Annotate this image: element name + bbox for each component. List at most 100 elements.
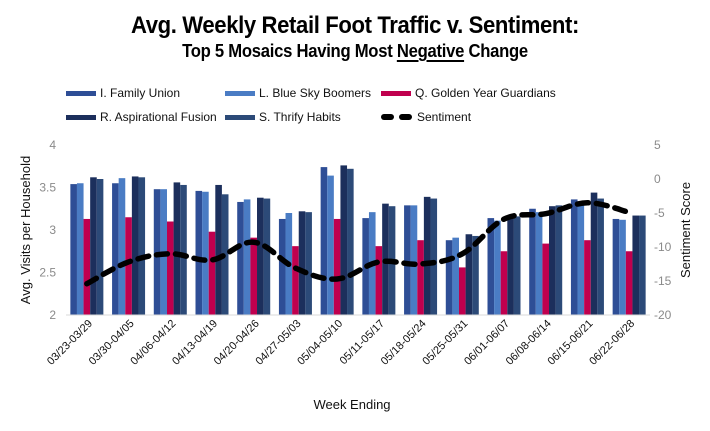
bar-s	[430, 198, 438, 315]
bar-s	[138, 177, 146, 315]
y2-tick-label: 0	[654, 172, 661, 186]
bar-q	[166, 221, 174, 315]
y2-tick-label: -20	[654, 308, 672, 322]
subtitle-emphasis: Negative	[396, 40, 465, 61]
legend-item-sentiment: Sentiment	[381, 110, 471, 124]
chart-title: Avg. Weekly Retail Foot Traffic v. Senti…	[130, 12, 580, 39]
bar-r	[90, 177, 97, 315]
y2-axis-title: Sentiment Score	[678, 182, 693, 278]
bar-l	[76, 183, 84, 315]
bar-r	[590, 192, 598, 315]
bar-l	[202, 191, 209, 315]
bar-i	[278, 218, 286, 315]
bar-l	[577, 203, 585, 315]
y-tick-label: 2	[49, 308, 56, 322]
bar-r	[257, 197, 264, 315]
y-tick-label: 3	[49, 223, 56, 237]
legend-dash-line	[381, 114, 413, 120]
legend-item-blue-sky-boomers: L. Blue Sky Boomers	[225, 86, 371, 100]
bar-q	[208, 231, 216, 315]
legend-item-aspirational-fusion: R. Aspirational Fusion	[66, 110, 217, 124]
legend-item-family-union: I. Family Union	[66, 86, 180, 100]
legend-label: S. Thrify Habits	[259, 110, 341, 124]
bar-s	[513, 216, 521, 315]
sentiment-line	[84, 200, 632, 287]
x-axis-labels: 03/23-03/2903/30-04/0504/06-04/1204/13-0…	[45, 318, 637, 368]
subtitle-suffix: Change	[464, 40, 528, 61]
legend-item-thrify-habits: S. Thrify Habits	[225, 110, 341, 124]
chart-subtitle: Top 5 Mosaics Having Most Negative Chang…	[36, 40, 675, 62]
x-tick-label: 05/04-05/10	[295, 318, 345, 368]
bar-q	[83, 218, 91, 315]
y-axis-ticks: 2 2.5 3 3.5 4	[39, 138, 56, 322]
bar-l	[535, 212, 543, 315]
bar-i	[487, 218, 495, 315]
bar-i	[404, 205, 411, 315]
bar-s	[472, 235, 479, 315]
bar-i	[445, 240, 453, 315]
y2-tick-label: -10	[654, 240, 672, 254]
bar-l	[327, 175, 334, 315]
y2-tick-label: -5	[654, 206, 665, 220]
bar-i	[612, 218, 620, 315]
bar-q	[292, 246, 299, 315]
bar-r	[215, 184, 222, 315]
bar-i	[320, 167, 328, 315]
bar-q	[333, 218, 341, 315]
y-axis-title: Avg. Visits per Household	[18, 156, 33, 304]
bar-s	[555, 205, 563, 315]
y-tick-label: 4	[49, 138, 56, 152]
bar-s	[180, 184, 187, 315]
bar-r	[549, 206, 556, 315]
bar-s	[96, 179, 104, 315]
bar-l	[452, 237, 459, 315]
y2-tick-label: -15	[654, 274, 672, 288]
legend-label: L. Blue Sky Boomers	[259, 86, 372, 100]
bar-q	[375, 246, 383, 315]
bar-q	[250, 237, 258, 315]
bar-i	[112, 183, 119, 315]
subtitle-prefix: Top 5 Mosaics Having Most	[182, 40, 397, 61]
legend-label: I. Family Union	[100, 86, 181, 100]
legend-swatch	[225, 90, 255, 96]
bar-r	[423, 196, 431, 315]
bar-i	[70, 184, 77, 315]
bar-r	[632, 215, 640, 315]
y2-axis-ticks: -20 -15 -10 -5 0 5	[654, 138, 672, 322]
bar-r	[131, 176, 139, 315]
bar-r	[465, 234, 473, 315]
legend-swatch	[66, 114, 96, 120]
bar-s	[305, 212, 312, 315]
bar-layer	[70, 165, 646, 315]
bar-r	[298, 211, 306, 315]
legend-item-golden-year-guardians: Q. Golden Year Guardians	[381, 86, 556, 100]
bar-l	[243, 199, 251, 315]
y2-tick-label: 5	[654, 138, 661, 152]
legend-label: Sentiment	[417, 110, 472, 124]
bar-s	[347, 168, 354, 315]
bar-l	[118, 178, 126, 315]
bar-q	[542, 243, 550, 315]
bar-i	[529, 208, 536, 315]
y-tick-label: 3.5	[39, 181, 56, 195]
legend-swatch	[381, 90, 411, 96]
bar-q	[125, 217, 132, 315]
bar-l	[410, 205, 418, 315]
bar-r	[507, 216, 514, 315]
bar-s	[263, 198, 271, 315]
y-tick-label: 2.5	[39, 266, 56, 280]
bar-i	[237, 201, 244, 315]
bar-q	[458, 267, 466, 315]
bar-l	[494, 220, 501, 315]
x-tick-label: 06/22-06/28	[587, 318, 637, 368]
legend-swatch	[66, 90, 96, 96]
x-axis-title: Week Ending	[313, 397, 390, 412]
legend-label: R. Aspirational Fusion	[100, 110, 217, 124]
bar-q	[584, 240, 591, 315]
bar-r	[173, 182, 181, 315]
bar-i	[570, 199, 578, 315]
bar-q	[500, 251, 508, 315]
bar-l	[619, 219, 626, 315]
legend-swatch	[225, 114, 255, 120]
